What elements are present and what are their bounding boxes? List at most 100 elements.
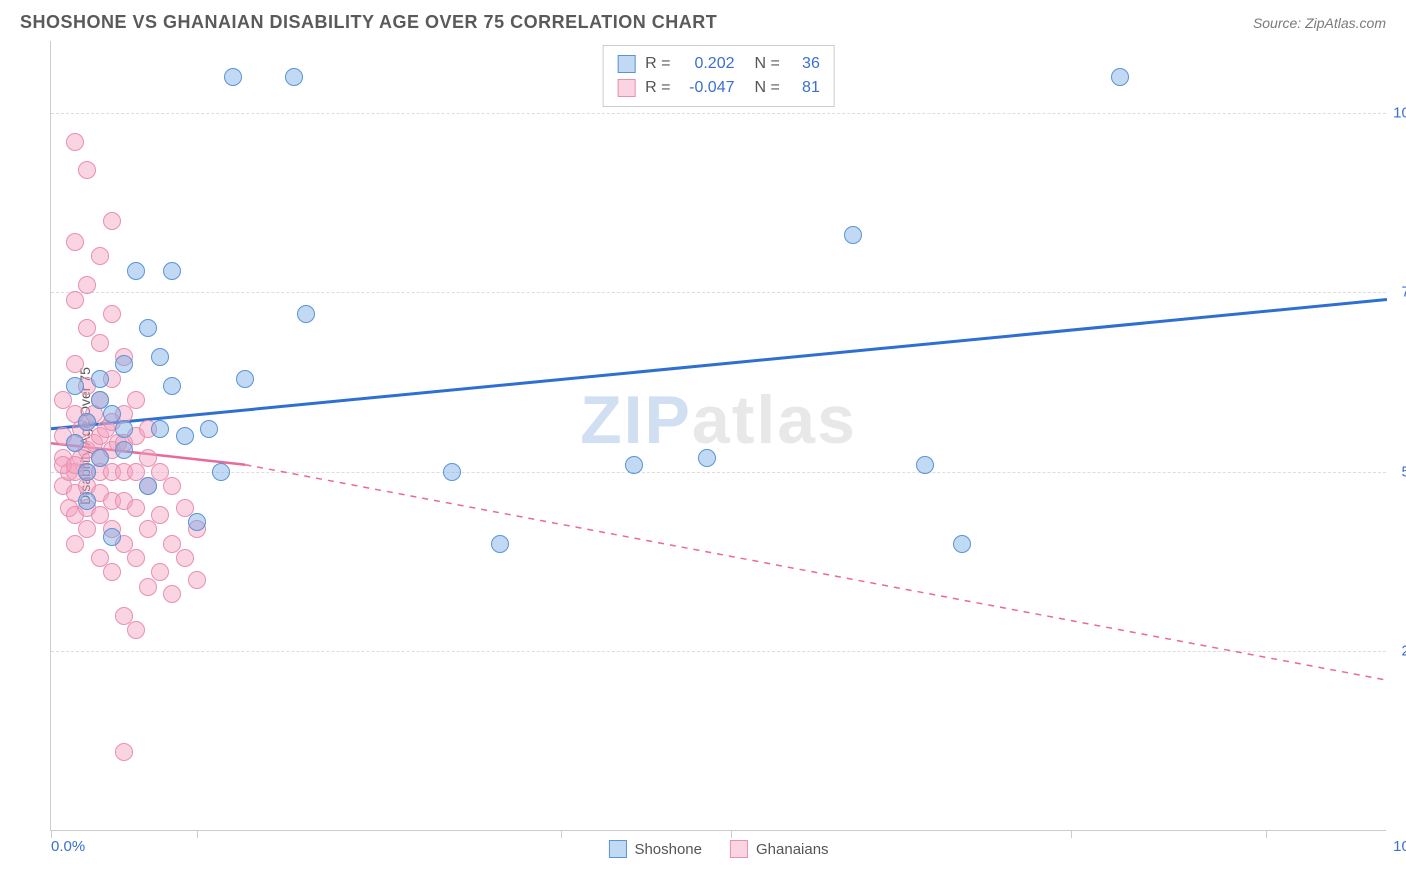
legend-row: R = 0.202 N = 36 (617, 52, 820, 76)
series-legend: Shoshone Ghanaians (608, 840, 828, 858)
scatter-point-shoshone (78, 492, 96, 510)
scatter-point-shoshone (844, 226, 862, 244)
watermark-zip: ZIP (580, 382, 692, 458)
scatter-point-shoshone (236, 370, 254, 388)
scatter-point-shoshone (200, 420, 218, 438)
scatter-point-ghanaians (176, 549, 194, 567)
scatter-point-shoshone (297, 305, 315, 323)
scatter-point-ghanaians (188, 571, 206, 589)
legend-n-value: 81 (790, 76, 820, 100)
x-tick (197, 830, 198, 838)
scatter-point-ghanaians (163, 585, 181, 603)
scatter-point-shoshone (139, 477, 157, 495)
scatter-point-ghanaians (127, 621, 145, 639)
legend-r-label: R = (645, 52, 670, 76)
scatter-point-shoshone (212, 463, 230, 481)
series-legend-item: Ghanaians (730, 840, 829, 858)
scatter-point-shoshone (139, 319, 157, 337)
scatter-point-ghanaians (78, 520, 96, 538)
scatter-point-shoshone (66, 434, 84, 452)
scatter-point-ghanaians (66, 535, 84, 553)
correlation-legend: R = 0.202 N = 36 R = -0.047 N = 81 (602, 45, 835, 107)
scatter-point-ghanaians (115, 743, 133, 761)
scatter-point-ghanaians (103, 305, 121, 323)
trend-line-series1 (51, 300, 1387, 429)
y-tick-label: 75.0% (1401, 284, 1406, 301)
y-tick-label: 25.0% (1401, 643, 1406, 660)
scatter-point-shoshone (151, 348, 169, 366)
trendlines-svg (51, 41, 1387, 831)
legend-n-label: N = (755, 76, 780, 100)
scatter-point-shoshone (163, 262, 181, 280)
scatter-point-shoshone (491, 535, 509, 553)
legend-swatch-icon (617, 55, 635, 73)
scatter-point-shoshone (91, 449, 109, 467)
scatter-point-ghanaians (78, 276, 96, 294)
plot-area: ZIPatlas 25.0%50.0%75.0%100.0% (51, 41, 1386, 830)
x-tick (561, 830, 562, 838)
legend-n-value: 36 (790, 52, 820, 76)
scatter-point-ghanaians (66, 133, 84, 151)
scatter-point-ghanaians (66, 355, 84, 373)
scatter-point-ghanaians (151, 506, 169, 524)
series-legend-item: Shoshone (608, 840, 702, 858)
scatter-point-shoshone (115, 355, 133, 373)
scatter-point-ghanaians (103, 563, 121, 581)
scatter-point-shoshone (78, 463, 96, 481)
scatter-point-shoshone (103, 528, 121, 546)
x-axis-min-label: 0.0% (51, 838, 85, 855)
chart-container: Disability Age Over 75 ZIPatlas 25.0%50.… (50, 41, 1386, 831)
x-tick (1071, 830, 1072, 838)
legend-r-value: -0.047 (681, 76, 735, 100)
scatter-point-shoshone (698, 449, 716, 467)
scatter-point-ghanaians (127, 499, 145, 517)
scatter-point-ghanaians (163, 477, 181, 495)
scatter-point-ghanaians (66, 233, 84, 251)
grid-line (51, 113, 1386, 114)
grid-line (51, 472, 1386, 473)
grid-line (51, 292, 1386, 293)
legend-swatch-icon (608, 840, 626, 858)
trend-line-series2 (245, 465, 1387, 680)
legend-r-label: R = (645, 76, 670, 100)
chart-title: SHOSHONE VS GHANAIAN DISABILITY AGE OVER… (20, 12, 717, 33)
scatter-point-ghanaians (139, 578, 157, 596)
scatter-point-ghanaians (103, 212, 121, 230)
scatter-point-shoshone (188, 513, 206, 531)
scatter-point-ghanaians (91, 247, 109, 265)
x-tick (51, 830, 52, 838)
scatter-point-ghanaians (66, 291, 84, 309)
legend-row: R = -0.047 N = 81 (617, 76, 820, 100)
scatter-point-shoshone (91, 391, 109, 409)
scatter-point-shoshone (115, 420, 133, 438)
x-tick (731, 830, 732, 838)
scatter-point-shoshone (224, 68, 242, 86)
scatter-point-shoshone (625, 456, 643, 474)
scatter-point-shoshone (163, 377, 181, 395)
source-attribution: Source: ZipAtlas.com (1253, 15, 1386, 31)
series-legend-label: Shoshone (634, 841, 702, 858)
scatter-point-shoshone (66, 377, 84, 395)
scatter-point-shoshone (91, 370, 109, 388)
scatter-point-shoshone (176, 427, 194, 445)
scatter-point-shoshone (127, 262, 145, 280)
scatter-point-ghanaians (78, 161, 96, 179)
scatter-point-shoshone (443, 463, 461, 481)
legend-n-label: N = (755, 52, 780, 76)
scatter-point-shoshone (916, 456, 934, 474)
x-tick (1266, 830, 1267, 838)
watermark: ZIPatlas (580, 381, 857, 459)
legend-swatch-icon (730, 840, 748, 858)
scatter-point-shoshone (285, 68, 303, 86)
series-legend-label: Ghanaians (756, 841, 829, 858)
scatter-point-shoshone (953, 535, 971, 553)
scatter-point-shoshone (115, 441, 133, 459)
legend-r-value: 0.202 (681, 52, 735, 76)
scatter-point-ghanaians (139, 520, 157, 538)
scatter-point-ghanaians (127, 391, 145, 409)
legend-swatch-icon (617, 79, 635, 97)
y-tick-label: 100.0% (1393, 104, 1406, 121)
scatter-point-shoshone (151, 420, 169, 438)
scatter-point-ghanaians (151, 563, 169, 581)
scatter-point-shoshone (1111, 68, 1129, 86)
